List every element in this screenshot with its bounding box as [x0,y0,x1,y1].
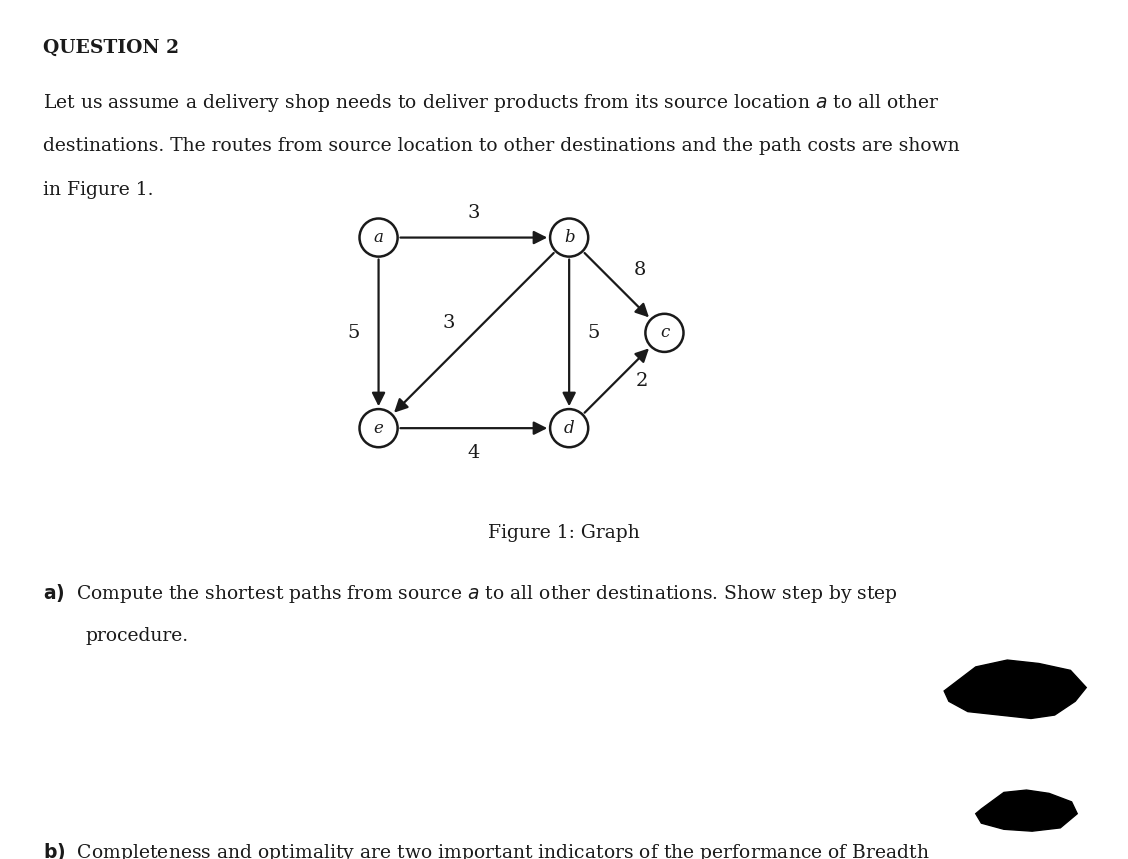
Text: 3: 3 [468,204,481,222]
Text: 3: 3 [443,314,456,332]
Text: Figure 1: Graph: Figure 1: Graph [488,524,640,542]
Polygon shape [944,660,1086,718]
Text: QUESTION 2: QUESTION 2 [43,39,179,57]
Text: 8: 8 [634,261,646,279]
Text: in Figure 1.: in Figure 1. [43,181,153,199]
Circle shape [360,409,398,448]
Text: destinations. The routes from source location to other destinations and the path: destinations. The routes from source loc… [43,137,960,155]
Text: 2: 2 [635,371,647,389]
Text: d: d [564,420,574,436]
Text: Let us assume a delivery shop needs to deliver products from its source location: Let us assume a delivery shop needs to d… [43,92,940,114]
Text: a: a [373,229,384,246]
Text: $\mathbf{b)}$  Completeness and optimality are two important indicators of the p: $\mathbf{b)}$ Completeness and optimalit… [43,842,929,859]
Text: 5: 5 [588,324,600,342]
Text: e: e [373,420,384,436]
Circle shape [645,314,684,352]
Text: c: c [660,325,669,341]
Text: b: b [564,229,574,246]
Text: 5: 5 [347,324,360,342]
Text: procedure.: procedure. [86,627,188,645]
Circle shape [550,409,588,448]
Circle shape [360,218,398,257]
Text: 4: 4 [468,444,481,462]
Text: $\mathbf{a)}$  Compute the shortest paths from source $a$ to all other destinati: $\mathbf{a)}$ Compute the shortest paths… [43,582,898,606]
Circle shape [550,218,588,257]
Polygon shape [976,790,1077,832]
